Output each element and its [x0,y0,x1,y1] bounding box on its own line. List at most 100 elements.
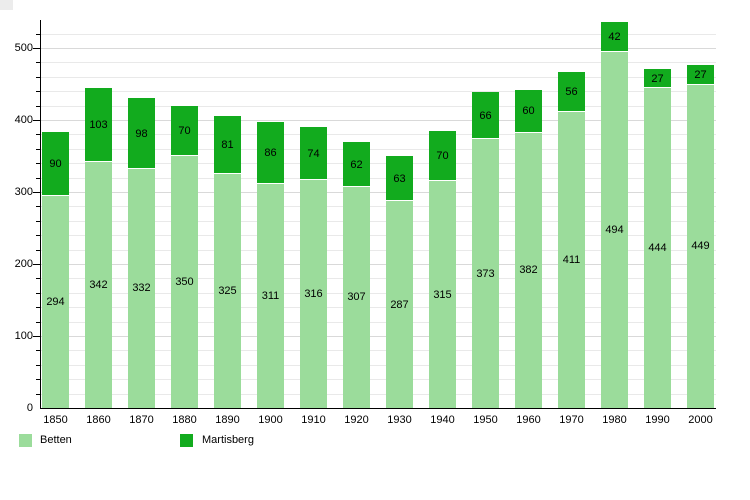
y-tick-minor [36,91,40,93]
bar-segment-betten-1880 [171,156,198,408]
gridline-minor [40,292,716,294]
bar-value-betten-1860: 342 [89,278,108,291]
legend-swatch-betten [19,434,32,447]
x-axis-label-1950: 1950 [473,414,498,426]
gridline-major [40,336,716,337]
gridline-major [40,48,716,49]
x-axis-label-1890: 1890 [215,414,240,426]
gridline-minor [40,148,716,150]
bar-segment-martisberg-1860 [85,87,112,162]
bar-value-martisberg-1940: 70 [436,150,449,162]
bar-value-betten-1880: 350 [175,276,194,288]
y-tick-minor [36,134,40,136]
y-tick-minor [36,307,40,309]
gridline-minor [40,278,716,280]
gridline-minor [40,62,716,64]
bar-segment-betten-1890 [214,174,241,408]
x-axis-label-1960: 1960 [516,414,541,426]
y-axis-label: 500 [14,42,33,54]
bar-value-betten-1940: 315 [433,288,452,301]
bar-value-martisberg-2000: 27 [694,69,707,81]
bar-segment-betten-1970 [558,112,585,408]
bar-segment-betten-1950 [472,139,499,408]
bar-segment-martisberg-1990 [644,68,671,89]
bar-segment-betten-1870 [128,168,155,408]
gridline-minor [40,91,716,93]
bar-value-betten-1960: 382 [519,264,538,277]
bar-segment-betten-1920 [343,186,370,408]
y-tick-minor [36,393,40,395]
y-tick-minor [36,76,40,78]
bar-segment-martisberg-1900 [257,122,284,185]
bar-segment-martisberg-1880 [171,105,198,156]
x-axis-label-1970: 1970 [559,414,584,426]
x-axis-label-2000: 2000 [688,414,713,426]
y-tick-major [33,120,40,121]
bar-value-martisberg-1960: 60 [522,105,535,118]
y-tick-major [33,192,40,193]
bar-value-martisberg-1910: 74 [307,147,320,160]
y-tick-major [33,336,40,337]
legend-label-betten: Betten [40,434,72,446]
bar-value-betten-1890: 325 [218,285,237,297]
x-axis-line [40,408,716,409]
bar-segment-betten-1930 [386,201,413,408]
bar-segment-martisberg-2000 [687,65,714,85]
gridline-major [40,264,716,265]
bar-segment-betten-1990 [644,88,671,408]
bar-value-martisberg-1920: 62 [350,158,363,171]
gridline-minor [40,364,716,366]
y-tick-minor [36,379,40,381]
bar-value-betten-1970: 411 [562,254,581,267]
bar-value-betten-1910: 316 [304,288,323,301]
y-tick-minor [36,235,40,237]
gridline-minor [40,76,716,78]
bar-value-betten-1900: 311 [261,290,280,303]
bar-value-martisberg-1970: 56 [565,85,578,98]
bar-segment-betten-1910 [300,180,327,408]
bar-segment-martisberg-1940 [429,130,456,182]
bar-segment-betten-1980 [601,52,628,408]
bar-value-martisberg-1900: 86 [264,147,277,160]
bar-value-betten-1950: 373 [476,267,495,280]
x-axis-label-1880: 1880 [172,414,197,426]
y-axis-label: 400 [14,114,33,126]
y-tick-minor [36,278,40,280]
x-axis-label-1980: 1980 [602,414,627,426]
y-tick-minor [36,177,40,179]
y-tick-minor [36,163,40,165]
gridline-major [40,120,716,121]
bar-segment-martisberg-1970 [558,71,585,113]
y-axis-line [40,20,41,408]
bar-segment-betten-1860 [85,161,112,408]
y-tick-minor [36,364,40,366]
gridline-major [40,192,716,193]
y-axis-label: 100 [14,330,33,342]
bar-segment-martisberg-1910 [300,127,327,181]
x-axis-label-1850: 1850 [43,414,68,426]
bar-value-betten-1870: 332 [132,282,151,295]
x-axis-label-1940: 1940 [430,414,455,426]
bar-segment-martisberg-1950 [472,91,499,140]
y-tick-minor [36,206,40,208]
bar-segment-martisberg-1930 [386,156,413,202]
gridline-minor [40,249,716,251]
y-tick-minor [36,350,40,352]
bar-value-martisberg-1860: 103 [89,118,108,131]
legend-swatch-martisberg [180,434,193,447]
bar-value-betten-1850: 294 [46,296,65,309]
gridline-minor [40,307,716,309]
bar-value-betten-2000: 449 [691,240,710,253]
x-axis-label-1870: 1870 [129,414,154,426]
y-tick-major [33,48,40,49]
bar-value-betten-1980: 494 [605,224,624,237]
bar-segment-betten-1960 [515,132,542,408]
bar-value-martisberg-1950: 66 [479,109,492,122]
bar-value-martisberg-1880: 70 [178,124,191,137]
y-tick-minor [36,292,40,294]
y-axis-label: 200 [14,258,33,270]
bar-segment-martisberg-1890 [214,115,241,174]
gridline-minor [40,206,716,208]
gridline-minor [40,163,716,165]
